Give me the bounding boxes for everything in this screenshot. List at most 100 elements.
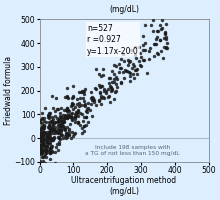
Point [40,150,44,154]
Point [59,128,62,131]
Point [71,102,74,106]
Point [123,68,126,71]
Point [47,133,51,136]
Point [165,46,169,49]
Point [47,125,50,128]
Point [67,109,71,112]
Point [43,131,47,135]
Point [45,140,49,143]
Point [61,137,65,140]
Point [38,163,42,166]
Point [51,138,54,141]
Point [41,156,44,159]
Point [97,72,100,76]
Point [45,135,48,138]
Point [74,110,78,113]
Point [57,137,60,140]
Point [38,135,42,138]
Point [64,131,68,134]
Point [76,121,80,125]
Point [53,115,57,118]
Point [92,101,96,104]
Point [102,68,105,71]
Point [83,102,87,105]
Point [141,48,145,51]
Point [55,116,59,120]
Point [63,95,67,99]
Point [75,102,79,105]
Point [92,99,95,102]
Point [70,118,74,121]
Point [153,54,156,57]
Point [114,83,118,86]
Point [39,136,43,139]
Point [148,57,151,60]
Point [51,117,55,120]
Point [65,106,68,109]
Point [51,121,55,124]
Point [139,64,143,68]
Point [50,129,53,132]
Point [45,145,49,149]
Point [41,144,45,147]
Point [39,163,42,166]
Point [51,124,55,127]
Point [50,128,54,131]
Point [68,115,72,119]
Point [78,123,82,127]
Point [59,130,63,133]
Point [39,129,42,133]
Point [161,56,164,60]
Point [48,138,52,141]
Point [48,152,52,155]
Point [70,112,74,115]
Point [118,67,122,70]
Point [97,84,101,87]
Point [128,60,132,63]
Point [48,115,51,118]
Point [126,69,129,73]
Point [77,120,80,124]
Point [74,114,77,117]
Point [42,124,45,127]
Point [43,106,46,109]
Point [58,115,62,118]
Point [50,138,53,141]
Point [121,53,125,56]
Point [66,108,69,111]
Point [41,148,44,151]
Point [46,134,50,137]
Point [119,80,122,83]
Point [57,136,61,139]
Point [47,124,50,127]
Point [51,107,55,110]
Point [59,120,63,123]
Point [63,135,67,138]
Point [40,112,44,115]
Point [54,146,57,149]
Point [78,102,81,105]
Point [56,130,60,134]
Point [164,37,168,41]
Point [138,60,141,63]
Point [115,76,118,79]
Point [50,124,53,127]
Point [119,82,123,85]
Point [43,135,46,138]
Point [45,145,48,148]
Point [63,119,66,123]
Text: Include 198 samples with
a TG of not less than 150 mg/dL: Include 198 samples with a TG of not les… [85,145,180,156]
Point [87,106,90,109]
Point [119,67,123,70]
Point [89,97,92,100]
Point [90,90,93,93]
Point [40,149,44,153]
Point [38,138,42,141]
Point [38,140,42,143]
Point [47,141,50,144]
Point [83,129,86,132]
Point [122,59,126,62]
Point [115,64,118,68]
Point [55,130,58,133]
Point [128,72,132,75]
